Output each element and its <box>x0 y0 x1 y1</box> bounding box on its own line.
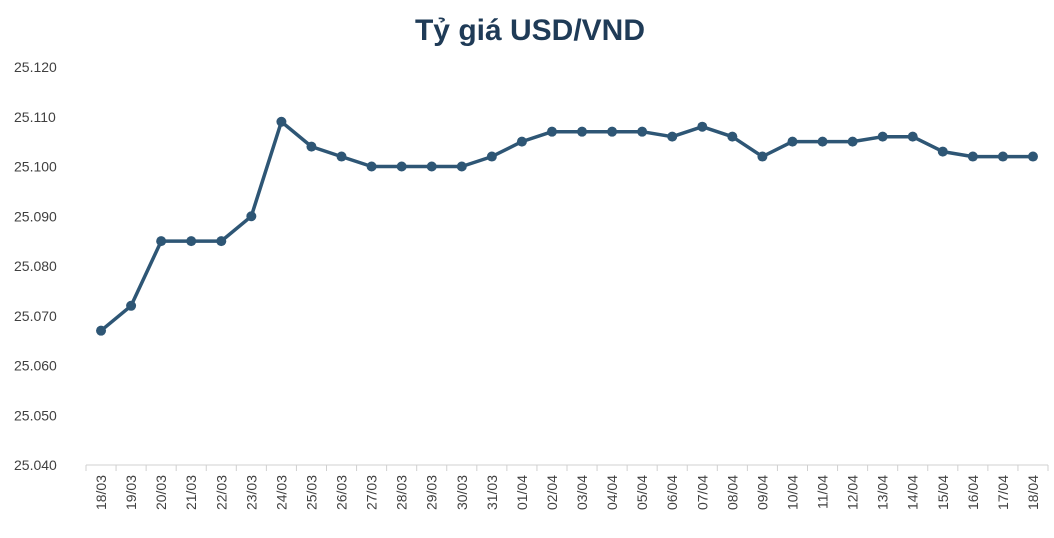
data-point <box>937 146 948 157</box>
data-point <box>486 151 497 162</box>
data-point <box>456 161 467 172</box>
data-point <box>667 131 678 142</box>
data-point <box>516 136 527 147</box>
x-tick-label: 02/04 <box>544 475 560 510</box>
series-layer <box>96 116 1038 336</box>
data-point <box>276 116 287 127</box>
x-tick-label: 24/03 <box>273 475 289 510</box>
x-axis: 18/03 19/03 20/03 21/03 22/03 23/03 24/03 25/03… <box>85 464 1049 510</box>
x-tick-label: 07/04 <box>694 475 710 510</box>
data-point <box>637 126 648 137</box>
data-point <box>877 131 888 142</box>
data-point <box>787 136 798 147</box>
x-tick-label: 12/04 <box>845 475 861 510</box>
x-tick-label: 26/03 <box>334 475 350 510</box>
x-tick-label: 08/04 <box>724 475 740 510</box>
y-axis: 25.040 25.050 25.060 25.070 25.080 25.090 25.1… <box>14 59 57 473</box>
data-point <box>96 325 107 336</box>
data-point <box>156 236 167 247</box>
x-tick-label: 01/04 <box>514 475 530 510</box>
data-point <box>817 136 828 147</box>
x-tick-label: 30/03 <box>454 475 470 510</box>
data-point <box>967 151 978 162</box>
y-tick-label: 25.110 <box>14 109 56 125</box>
x-tick-label: 25/03 <box>303 475 319 510</box>
data-point <box>336 151 347 162</box>
y-tick-label: 25.050 <box>14 407 57 423</box>
data-point <box>396 161 407 172</box>
x-tick-label: 22/03 <box>213 475 229 510</box>
x-tick-label: 31/03 <box>484 475 500 510</box>
y-tick-label: 25.040 <box>14 457 57 473</box>
x-tick-label: 04/04 <box>604 475 620 510</box>
y-tick-label: 25.100 <box>14 159 57 175</box>
chart-title: Tỷ giá USD/VND <box>415 14 645 47</box>
x-tick-label: 29/03 <box>424 475 440 510</box>
data-point <box>546 126 557 137</box>
x-tick-label: 06/04 <box>664 475 680 510</box>
data-point <box>907 131 918 142</box>
x-tick-label: 19/03 <box>123 475 139 510</box>
y-tick-label: 25.120 <box>14 59 57 75</box>
data-point <box>697 121 708 132</box>
data-point <box>216 236 227 247</box>
x-tick-label: 16/04 <box>965 475 981 510</box>
x-tick-label: 27/03 <box>364 475 380 510</box>
x-tick-label: 05/04 <box>634 475 650 510</box>
data-point <box>306 141 317 152</box>
x-tick-label: 21/03 <box>183 475 199 510</box>
y-tick-label: 25.060 <box>14 358 57 374</box>
data-point <box>246 211 257 222</box>
x-tick-label: 20/03 <box>153 475 169 510</box>
x-tick-label: 17/04 <box>995 475 1011 510</box>
data-point <box>607 126 618 137</box>
x-tick-label: 23/03 <box>243 475 259 510</box>
data-point <box>847 136 858 147</box>
y-tick-label: 25.080 <box>14 258 57 274</box>
data-point <box>426 161 437 172</box>
series-line <box>99 119 1035 333</box>
x-tick-label: 11/04 <box>815 475 831 509</box>
data-point <box>577 126 588 137</box>
data-point <box>997 151 1008 162</box>
x-tick-label: 03/04 <box>574 475 590 510</box>
data-point <box>727 131 738 142</box>
data-point <box>1027 151 1038 162</box>
x-tick-label: 18/04 <box>1025 475 1041 510</box>
data-point <box>366 161 377 172</box>
x-tick-label: 15/04 <box>935 475 951 510</box>
x-tick-label: 28/03 <box>394 475 410 510</box>
y-tick-label: 25.070 <box>14 308 57 324</box>
x-tick-label: 14/04 <box>905 475 921 510</box>
x-tick-label: 13/04 <box>875 475 891 510</box>
data-point <box>126 300 137 311</box>
data-point <box>757 151 768 162</box>
y-tick-label: 25.090 <box>14 208 57 224</box>
data-point <box>186 236 197 247</box>
x-tick-label: 09/04 <box>754 475 770 510</box>
x-tick-label: 18/03 <box>93 475 109 510</box>
x-tick-label: 10/04 <box>784 475 800 510</box>
